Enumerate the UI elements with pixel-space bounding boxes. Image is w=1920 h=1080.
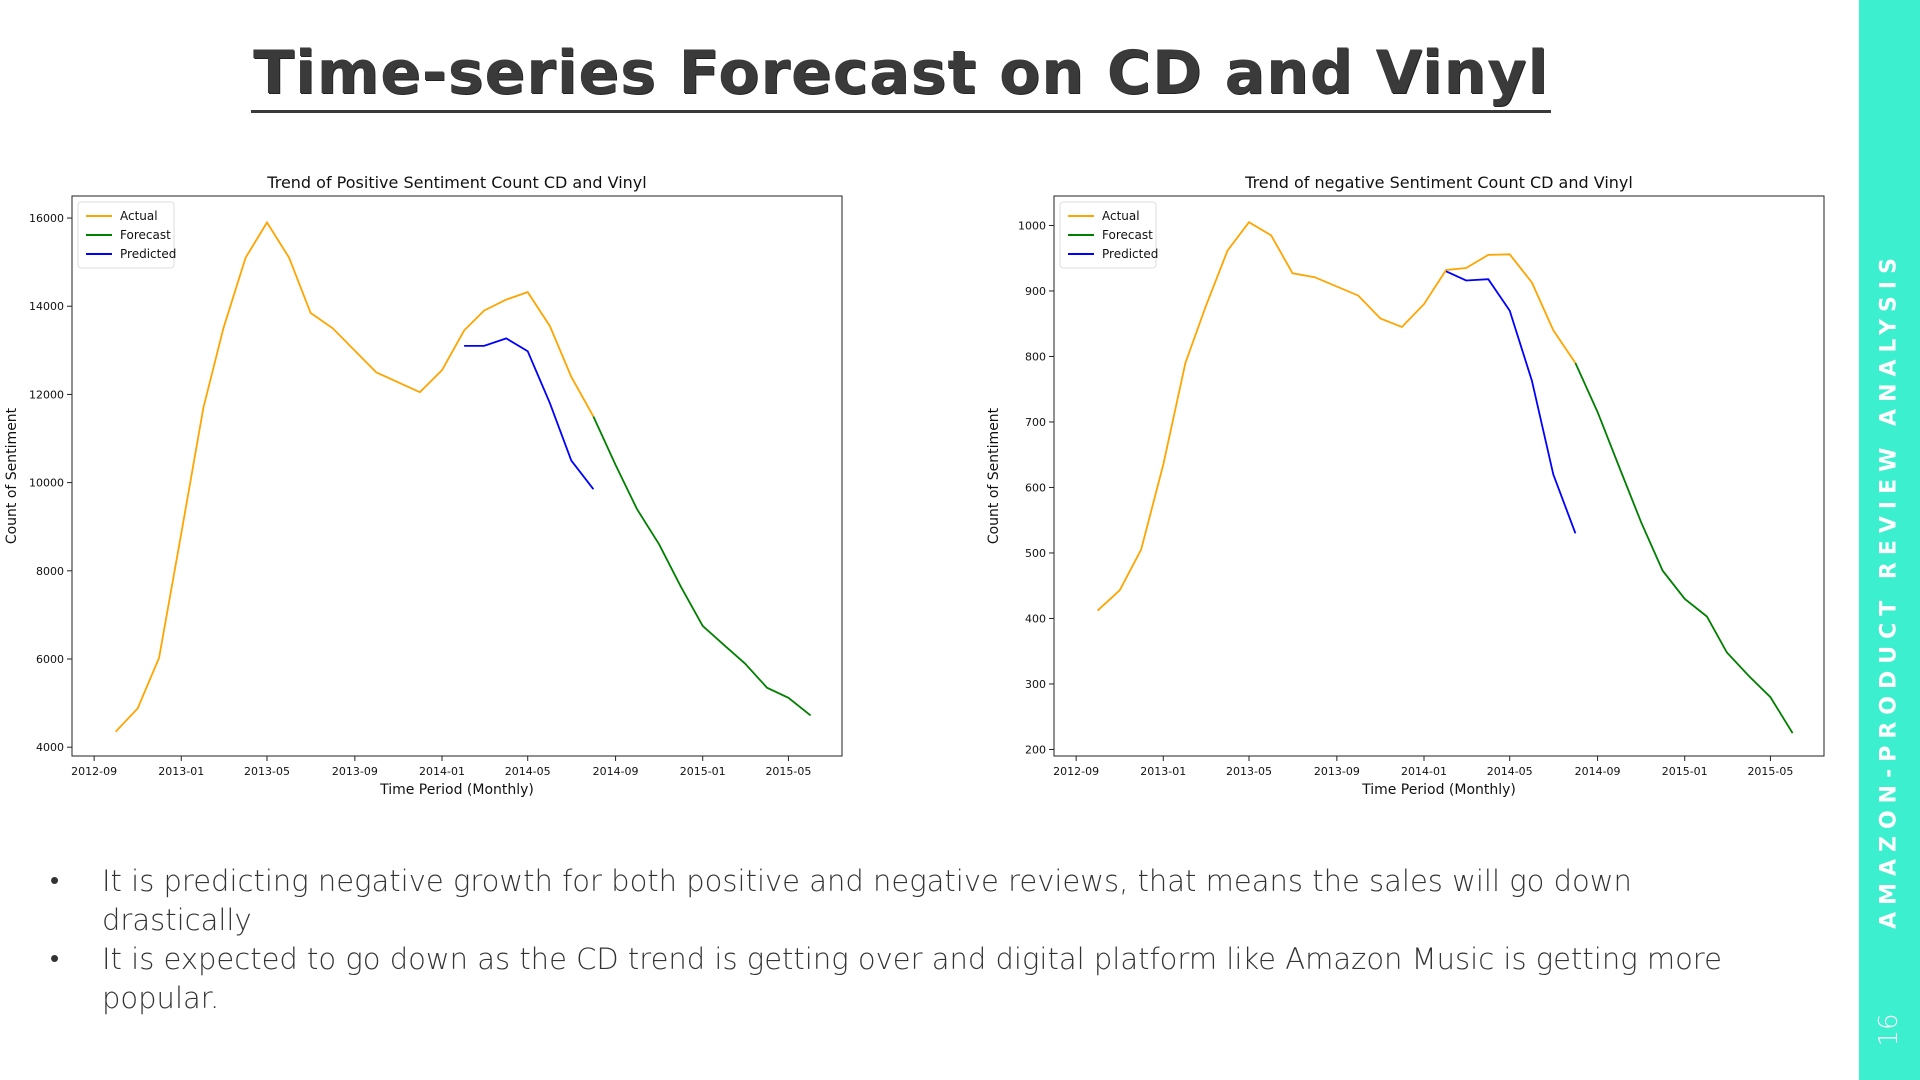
slide-title-text: Time-series Forecast on CD and Vinyl: [251, 38, 1551, 113]
legend-label: Actual: [120, 209, 158, 223]
bullet-list: • It is predicting negative growth for b…: [50, 862, 1750, 1018]
legend-label: Actual: [1102, 209, 1140, 223]
x-tick-label: 2015-01: [680, 765, 726, 778]
x-tick-label: 2014-01: [419, 765, 465, 778]
bullet-text: It is predicting negative growth for bot…: [102, 864, 1632, 937]
x-tick-label: 2013-09: [1314, 765, 1360, 778]
y-tick-label: 400: [1025, 612, 1046, 625]
series-line-forecast: [592, 416, 812, 717]
legend-box: [1059, 201, 1157, 269]
x-tick-label: 2014-09: [1575, 765, 1621, 778]
y-tick-label: 200: [1025, 743, 1046, 756]
y-tick-label: 8000: [36, 565, 64, 578]
x-tick-label: 2014-09: [593, 765, 639, 778]
series-line-forecast: [1574, 362, 1794, 734]
sidebar-title: AMAZON-PRODUCT REVIEW ANALYSIS: [1876, 251, 1902, 929]
chart-title: Trend of Positive Sentiment Count CD and…: [266, 173, 646, 192]
series-line-predicted: [464, 337, 595, 490]
accent-sidebar: [1859, 0, 1920, 1080]
series-line-actual: [114, 220, 595, 733]
series-line-predicted: [1445, 270, 1577, 534]
chart-legend: Actual Forecast Predicted: [1059, 201, 1158, 269]
x-tick-label: 2012-09: [1053, 765, 1099, 778]
y-axis-label: Count of Sentiment: [986, 407, 1002, 544]
y-tick-label: 300: [1025, 678, 1046, 691]
y-tick-label: 6000: [36, 653, 64, 666]
bullet-item: • It is predicting negative growth for b…: [50, 862, 1750, 940]
y-axis-label: Count of Sentiment: [4, 407, 20, 544]
x-tick-label: 2013-05: [1226, 765, 1272, 778]
series-line-actual: [1096, 221, 1577, 612]
y-tick-label: 1000: [1018, 219, 1046, 232]
y-tick-label: 14000: [29, 300, 64, 313]
x-tick-label: 2013-05: [244, 765, 290, 778]
negative-sentiment-chart-svg: Trend of negative Sentiment Count CD and…: [986, 173, 1825, 798]
y-tick-label: 16000: [29, 212, 64, 225]
slide-title: Time-series Forecast on CD and Vinyl: [0, 38, 1802, 113]
x-tick-label: 2014-05: [1487, 765, 1533, 778]
legend-box: [77, 201, 175, 269]
bullet-text: It is expected to go down as the CD tren…: [102, 942, 1722, 1015]
legend-label: Forecast: [1102, 228, 1153, 242]
y-tick-label: 800: [1025, 350, 1046, 363]
x-tick-label: 2013-01: [158, 765, 204, 778]
positive-sentiment-chart: Trend of Positive Sentiment Count CD and…: [0, 160, 860, 820]
x-axis-label: Time Period (Monthly): [1361, 782, 1516, 798]
chart-legend: Actual Forecast Predicted: [77, 201, 176, 269]
plot-frame: [71, 195, 843, 757]
x-tick-label: 2012-09: [71, 765, 117, 778]
y-tick-label: 12000: [29, 388, 64, 401]
y-tick-label: 10000: [29, 477, 64, 490]
chart-title: Trend of negative Sentiment Count CD and…: [1244, 173, 1633, 192]
page-number: 16: [1874, 1013, 1904, 1047]
x-tick-label: 2015-05: [765, 765, 811, 778]
x-axis-label: Time Period (Monthly): [379, 782, 534, 798]
y-tick-label: 500: [1025, 547, 1046, 560]
negative-sentiment-chart: Trend of negative Sentiment Count CD and…: [982, 160, 1842, 820]
bullet-dot: •: [50, 866, 60, 896]
y-tick-label: 4000: [36, 741, 64, 754]
bullet-dot: •: [50, 944, 60, 974]
x-tick-label: 2014-05: [505, 765, 551, 778]
legend-label: Forecast: [120, 228, 171, 242]
positive-sentiment-chart-svg: Trend of Positive Sentiment Count CD and…: [4, 173, 843, 798]
bullet-item: • It is expected to go down as the CD tr…: [50, 940, 1750, 1018]
legend-label: Predicted: [1102, 247, 1158, 261]
plot-frame: [1053, 195, 1825, 757]
y-tick-label: 700: [1025, 416, 1046, 429]
x-tick-label: 2015-01: [1662, 765, 1708, 778]
x-tick-label: 2013-09: [332, 765, 378, 778]
y-tick-label: 900: [1025, 285, 1046, 298]
x-tick-label: 2015-05: [1747, 765, 1793, 778]
y-tick-label: 600: [1025, 481, 1046, 494]
x-tick-label: 2013-01: [1140, 765, 1186, 778]
legend-label: Predicted: [120, 247, 176, 261]
x-tick-label: 2014-01: [1401, 765, 1447, 778]
